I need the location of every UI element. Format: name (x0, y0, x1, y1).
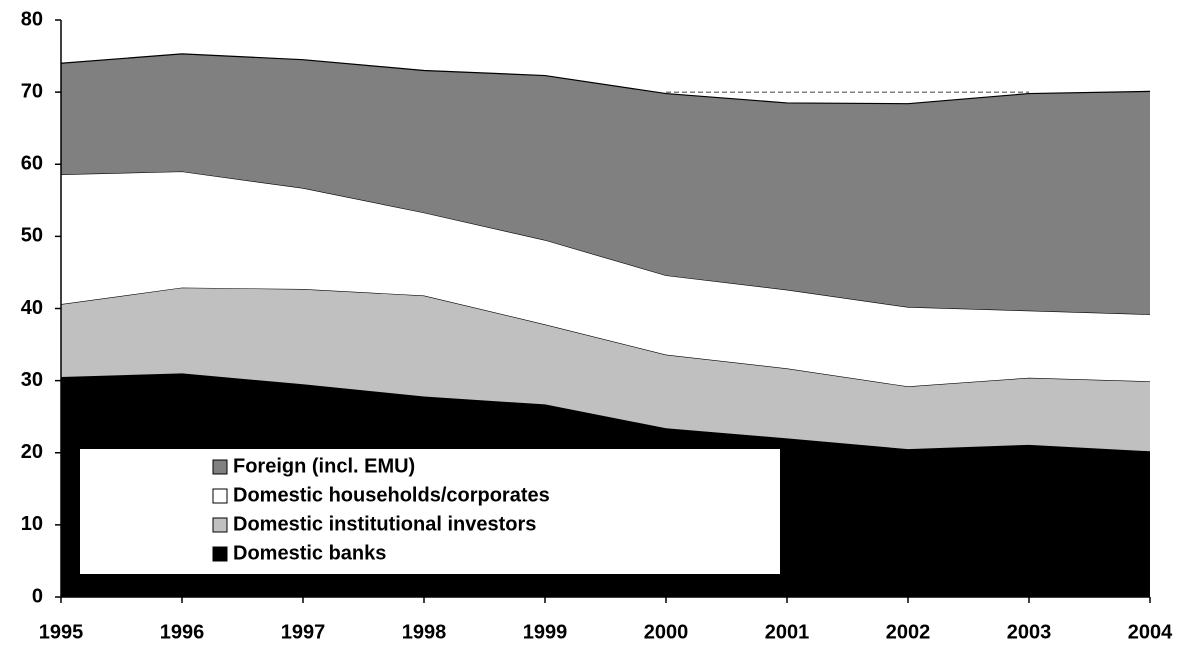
y-tick-label: 20 (21, 441, 43, 463)
area-edge (60, 53, 1151, 105)
legend-swatch (212, 459, 228, 475)
legend-label: Domestic institutional investors (233, 513, 536, 535)
legend-label: Domestic households/corporates (233, 484, 550, 506)
legend-swatch (212, 517, 228, 533)
area (61, 53, 1150, 315)
area-edge (60, 372, 1151, 452)
area (61, 287, 1150, 452)
y-tick-label: 0 (32, 585, 43, 607)
y-tick-label: 60 (21, 153, 43, 175)
x-tick-label: 2001 (765, 621, 810, 643)
legend-swatch (212, 488, 228, 504)
x-tick-label: 2004 (1128, 621, 1173, 643)
legend-box (80, 449, 780, 574)
legend-swatch (212, 546, 228, 562)
x-tick-label: 1998 (402, 621, 447, 643)
y-tick-label: 70 (21, 80, 43, 102)
y-tick-label: 40 (21, 297, 43, 319)
x-tick-label: 2003 (1007, 621, 1052, 643)
x-tick-label: 1999 (523, 621, 568, 643)
x-tick-label: 1996 (160, 621, 205, 643)
y-tick-label: 80 (21, 8, 43, 30)
legend-label: Domestic banks (233, 542, 386, 564)
y-tick-label: 30 (21, 369, 43, 391)
y-tick-label: 50 (21, 225, 43, 247)
x-tick-label: 2000 (644, 621, 689, 643)
x-tick-label: 1997 (281, 621, 326, 643)
area (61, 171, 1150, 387)
legend-label: Foreign (incl. EMU) (233, 455, 415, 477)
x-tick-label: 1995 (39, 621, 84, 643)
y-tick-label: 10 (21, 513, 43, 535)
x-tick-label: 2002 (886, 621, 931, 643)
